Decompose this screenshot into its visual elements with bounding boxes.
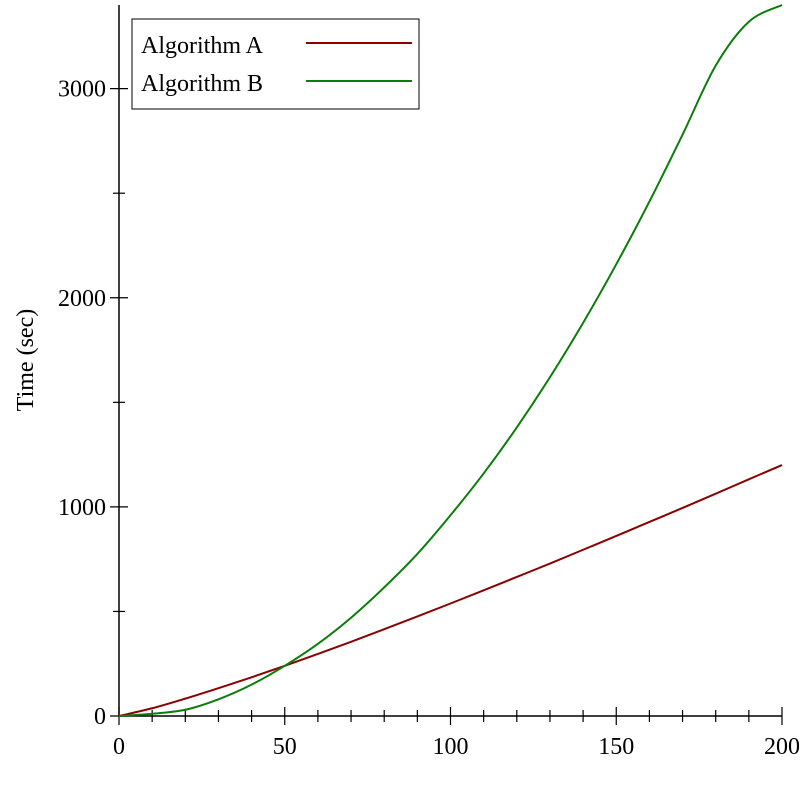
x-tick-label: 100: [433, 734, 469, 760]
series-line-algorithm-b: [118, 4, 783, 717]
legend-box: [131, 18, 420, 110]
y-axis-title: Time (sec): [13, 309, 39, 411]
x-tick-label: 50: [273, 734, 297, 760]
y-tick-label: 0: [94, 704, 106, 730]
y-tick-label: 1000: [58, 495, 106, 521]
legend-label: Algorithm A: [141, 33, 264, 59]
x-tick-label: 0: [113, 734, 125, 760]
x-tick-label: 200: [764, 734, 800, 760]
legend-label: Algorithm B: [141, 71, 263, 97]
legend: Algorithm A Algorithm B: [131, 18, 420, 110]
y-tick-label: 2000: [58, 286, 106, 312]
series-line-algorithm-a: [118, 464, 783, 717]
y-tick-label: 3000: [58, 77, 106, 103]
series-group: [118, 4, 783, 717]
x-tick-label: 150: [598, 734, 634, 760]
